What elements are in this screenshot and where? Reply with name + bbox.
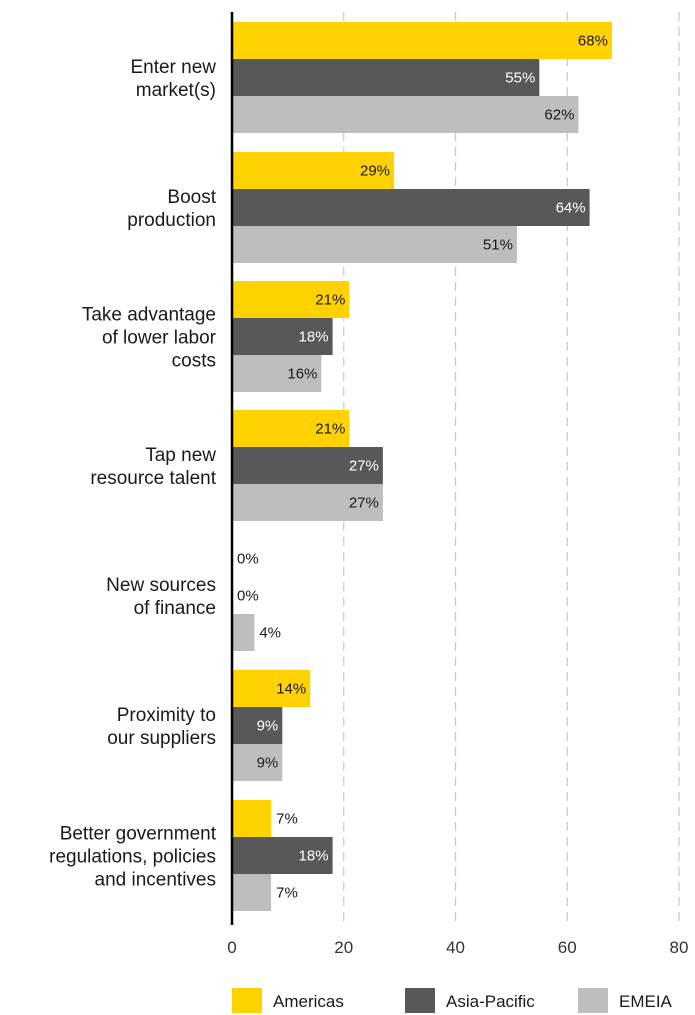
legend-label-asia-pacific: Asia-Pacific bbox=[446, 992, 535, 1011]
x-axis-ticks: 0 20 40 60 80 bbox=[227, 938, 688, 957]
category-label-line: of finance bbox=[134, 598, 216, 619]
value-label-asia-pacific-2: 64% bbox=[556, 200, 586, 217]
bar-emeia-1 bbox=[232, 96, 579, 133]
value-label-emeia-5: 4% bbox=[259, 625, 281, 642]
value-label-americas-4: 21% bbox=[315, 421, 345, 438]
tick-label-40: 40 bbox=[446, 938, 465, 957]
category-label-line: production bbox=[127, 210, 216, 231]
value-label-asia-pacific-5: 0% bbox=[237, 588, 259, 605]
value-label-asia-pacific-3: 18% bbox=[299, 329, 329, 346]
legend-swatch-asia-pacific bbox=[405, 988, 435, 1013]
category-label-line: resource talent bbox=[90, 468, 216, 489]
tick-label-60: 60 bbox=[558, 938, 577, 957]
legend: Americas Asia-Pacific EMEIA bbox=[232, 988, 673, 1013]
category-label-2: Boost production bbox=[127, 187, 216, 231]
value-label-asia-pacific-1: 55% bbox=[505, 70, 535, 87]
value-label-asia-pacific-6: 9% bbox=[257, 718, 279, 735]
category-label-1: Enter new market(s) bbox=[130, 57, 216, 101]
value-label-emeia-4: 27% bbox=[349, 495, 379, 512]
value-label-americas-3: 21% bbox=[315, 292, 345, 309]
bar-asia-pacific-4 bbox=[232, 447, 383, 484]
bar-emeia-6 bbox=[232, 744, 283, 781]
legend-label-emeia: EMEIA bbox=[619, 992, 673, 1011]
legend-swatch-americas bbox=[232, 988, 262, 1013]
value-label-asia-pacific-4: 27% bbox=[349, 458, 379, 475]
value-label-emeia-3: 16% bbox=[287, 366, 317, 383]
tick-label-80: 80 bbox=[670, 938, 689, 957]
bar-americas-6 bbox=[232, 670, 311, 707]
tick-label-20: 20 bbox=[334, 938, 353, 957]
value-label-emeia-2: 51% bbox=[483, 237, 513, 254]
bar-asia-pacific-2 bbox=[232, 189, 590, 226]
category-label-line: Take advantage bbox=[82, 305, 216, 326]
category-label-line: Tap new bbox=[145, 445, 216, 466]
category-label-line: Boost bbox=[167, 187, 216, 208]
category-label-line: Proximity to bbox=[117, 705, 216, 726]
value-label-emeia-1: 62% bbox=[544, 107, 574, 124]
gridlines bbox=[343, 12, 680, 925]
bar-americas-4 bbox=[232, 410, 350, 447]
bar-asia-pacific-3 bbox=[232, 318, 333, 355]
value-label-americas-1: 68% bbox=[578, 33, 608, 50]
value-label-emeia-6: 9% bbox=[257, 755, 279, 772]
bar-americas-3 bbox=[232, 281, 350, 318]
category-label-line: costs bbox=[172, 351, 216, 372]
category-label-line: market(s) bbox=[136, 80, 216, 101]
bar-asia-pacific-6 bbox=[232, 707, 283, 744]
category-label-7: Better government regulations, policies an… bbox=[49, 824, 217, 891]
legend-swatch-emeia bbox=[578, 988, 608, 1013]
tick-label-0: 0 bbox=[227, 938, 236, 957]
category-label-line: Enter new bbox=[130, 57, 216, 78]
category-label-line: our suppliers bbox=[107, 728, 216, 749]
bar-emeia-2 bbox=[232, 226, 517, 263]
bar-americas-7 bbox=[232, 800, 272, 837]
category-label-6: Proximity to our suppliers bbox=[107, 705, 216, 749]
value-label-americas-5: 0% bbox=[237, 551, 259, 568]
bar-asia-pacific-1 bbox=[232, 59, 540, 96]
value-label-americas-7: 7% bbox=[276, 811, 298, 828]
value-label-americas-2: 29% bbox=[360, 163, 390, 180]
category-label-line: regulations, policies bbox=[49, 847, 216, 868]
bar-emeia-5 bbox=[232, 614, 255, 651]
bar-americas-2 bbox=[232, 152, 395, 189]
value-label-asia-pacific-7: 18% bbox=[299, 848, 329, 865]
category-label-line: and incentives bbox=[95, 870, 216, 891]
category-label-line: of lower labor bbox=[102, 328, 217, 349]
bar-emeia-3 bbox=[232, 355, 322, 392]
value-label-emeia-7: 7% bbox=[276, 885, 298, 902]
category-label-3: Take advantage of lower labor costs bbox=[82, 305, 217, 372]
bars: 68% 29% 21% 21% 0% 14% 7% 55% 64% 18% 27% 0% 9% 18% 62… bbox=[232, 22, 612, 911]
category-label-4: Tap new resource talent bbox=[90, 445, 216, 489]
category-label-line: Better government bbox=[60, 824, 217, 845]
category-label-line: New sources bbox=[106, 575, 216, 596]
category-labels: Enter new market(s) Boost production Take ad… bbox=[49, 57, 217, 891]
bar-emeia-7 bbox=[232, 874, 272, 911]
legend-label-americas: Americas bbox=[273, 992, 344, 1011]
bar-asia-pacific-7 bbox=[232, 837, 333, 874]
bar-emeia-4 bbox=[232, 484, 383, 521]
category-label-5: New sources of finance bbox=[106, 575, 216, 619]
value-label-americas-6: 14% bbox=[276, 681, 306, 698]
bar-americas-1 bbox=[232, 22, 612, 59]
